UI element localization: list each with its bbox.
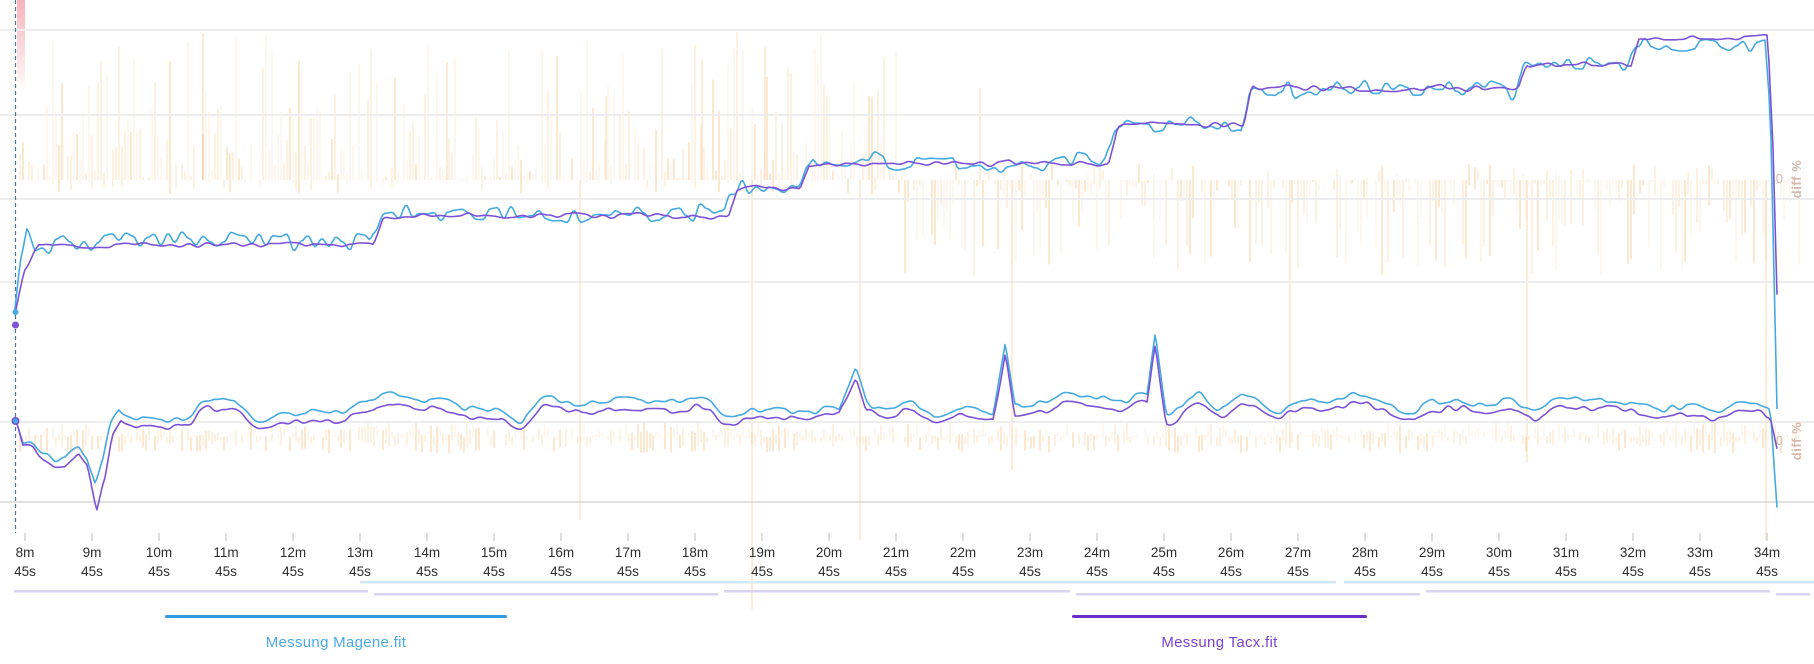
- diff-bars-bottom-cadence: [31, 422, 1800, 441]
- lap-band-segment: [724, 590, 1070, 593]
- diff-bars-bottom-cadence: [22, 422, 1797, 448]
- legend-label-magene: Messung Magene.fit: [265, 634, 407, 651]
- x-tick-label: 45s: [81, 564, 103, 579]
- x-tick-label: 20m: [816, 545, 842, 560]
- diff-axis-label: diff %: [1789, 160, 1804, 198]
- chart-canvas[interactable]: 0 diff % 0 diff % 8m 45s 9m 45s 10m 45s 11m 45s 12m 4…: [0, 0, 1814, 610]
- x-tick-label: 19m: [749, 545, 775, 560]
- x-tick-label: 45s: [215, 564, 237, 579]
- x-tick-label: 45s: [1287, 564, 1309, 579]
- diff-bars-top-power: [19, 32, 1794, 276]
- legend-line-magene: [165, 615, 507, 618]
- diff-bars-top-power: [22, 56, 1755, 275]
- x-tick-label: 45s: [751, 564, 773, 579]
- legend-item-magene[interactable]: Messung Magene.fit: [165, 615, 507, 651]
- x-tick-label: 31m: [1553, 545, 1579, 560]
- x-tick-label: 29m: [1419, 545, 1445, 560]
- x-tick-label: 21m: [883, 545, 909, 560]
- diff-bars-bottom-cadence: [19, 422, 1782, 453]
- x-tick-label: 28m: [1352, 545, 1378, 560]
- cursor-marker: [13, 418, 18, 424]
- x-tick-label: 27m: [1285, 545, 1311, 560]
- x-tick-label: 45s: [952, 564, 974, 579]
- x-tick-label: 32m: [1620, 545, 1646, 560]
- x-tick-label: 45s: [1689, 564, 1711, 579]
- x-tick-label: 25m: [1151, 545, 1177, 560]
- legend-label-tacx: Messung Tacx.fit: [1161, 634, 1278, 651]
- x-tick-label: 45s: [1086, 564, 1108, 579]
- x-tick-label: 45s: [349, 564, 371, 579]
- x-tick-label: 34m: [1754, 545, 1780, 560]
- x-tick-label: 8m: [16, 545, 35, 560]
- x-tick-label: 18m: [682, 545, 708, 560]
- x-tick-label: 45s: [1220, 564, 1242, 579]
- start-diff-bar: [17, 0, 25, 95]
- x-tick-label: 45s: [1153, 564, 1175, 579]
- diff-zero-label: 0: [1776, 433, 1783, 448]
- x-tick-label: 24m: [1084, 545, 1110, 560]
- x-tick-label: 45s: [1354, 564, 1376, 579]
- x-tick-label: 45s: [1756, 564, 1778, 579]
- series-line-bottom-cadence[interactable]: [14, 345, 1778, 511]
- lap-band-segment: [1344, 581, 1814, 584]
- x-tick-label: 45s: [1555, 564, 1577, 579]
- x-tick-label: 45s: [14, 564, 36, 579]
- x-tick-label: 45s: [1019, 564, 1041, 579]
- x-tick-label: 45s: [416, 564, 438, 579]
- x-tick-label: 9m: [83, 545, 102, 560]
- x-tick-label: 30m: [1486, 545, 1512, 560]
- x-tick-label: 16m: [548, 545, 574, 560]
- x-tick-label: 45s: [282, 564, 304, 579]
- x-tick-label: 26m: [1218, 545, 1244, 560]
- x-tick-label: 13m: [347, 545, 373, 560]
- x-tick-label: 33m: [1687, 545, 1713, 560]
- x-tick-label: 45s: [617, 564, 639, 579]
- x-tick-label: 45s: [1488, 564, 1510, 579]
- cursor-marker: [12, 309, 19, 315]
- x-tick-label: 10m: [146, 545, 172, 560]
- lap-band-segment: [360, 581, 1336, 584]
- x-tick-label: 45s: [1421, 564, 1443, 579]
- x-tick-label: 12m: [280, 545, 306, 560]
- x-tick-label: 22m: [950, 545, 976, 560]
- x-tick-label: 23m: [1017, 545, 1043, 560]
- lap-band-segment: [1076, 593, 1420, 596]
- x-tick-label: 11m: [213, 545, 238, 560]
- x-tick-label: 45s: [483, 564, 505, 579]
- cursor-marker: [12, 321, 19, 329]
- diff-axis-label: diff %: [1789, 422, 1804, 460]
- x-tick-label: 45s: [1622, 564, 1644, 579]
- x-tick-label: 45s: [818, 564, 840, 579]
- lap-band-segment: [1426, 590, 1770, 593]
- legend-line-tacx: [1072, 615, 1367, 618]
- series-line-top-power[interactable]: [14, 37, 1778, 410]
- x-tick-label: 45s: [885, 564, 907, 579]
- x-tick-label: 17m: [615, 545, 641, 560]
- x-tick-label: 14m: [414, 545, 440, 560]
- series-line-top-power[interactable]: [14, 34, 1778, 315]
- x-tick-label: 15m: [481, 545, 507, 560]
- diff-zero-label: 0: [1776, 171, 1783, 186]
- lap-band-segment: [1776, 593, 1810, 596]
- lap-band-segment: [374, 593, 718, 596]
- x-tick-label: 45s: [684, 564, 706, 579]
- x-tick-label: 45s: [550, 564, 572, 579]
- lap-band-segment: [14, 590, 368, 593]
- series-line-bottom-cadence[interactable]: [14, 334, 1778, 508]
- legend-item-tacx[interactable]: Messung Tacx.fit: [1072, 615, 1367, 651]
- x-tick-label: 45s: [148, 564, 170, 579]
